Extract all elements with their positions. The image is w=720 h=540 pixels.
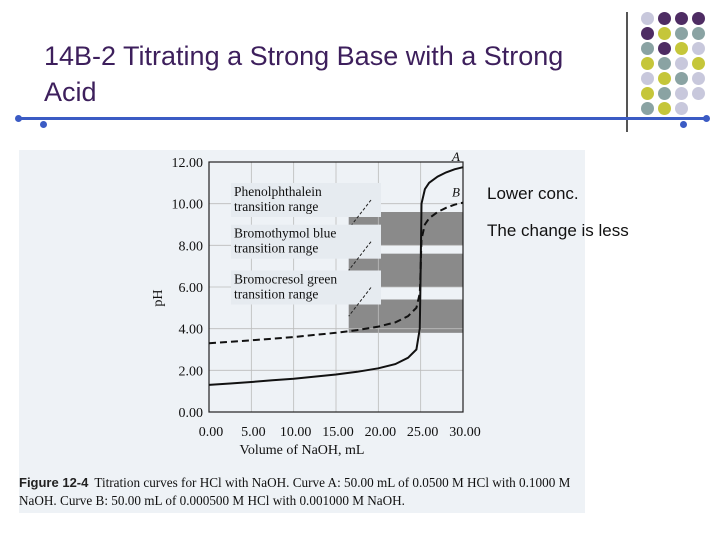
series-label-A: A [451,150,460,164]
decorative-dot [675,102,688,115]
decorative-dot [692,12,705,25]
y-tick-label: 2.00 [179,364,204,379]
decorative-dot [658,42,671,55]
decorative-dot [641,57,654,70]
y-tick-label: 12.00 [172,156,204,171]
rule-dot-right [680,121,687,128]
band-label-line: transition range [234,287,318,302]
decorative-dot [658,27,671,40]
decorative-dot [675,42,688,55]
x-axis-label: Volume of NaOH, mL [240,443,365,458]
band-label-line: transition range [234,199,318,214]
y-tick-label: 10.00 [172,198,204,213]
x-tick-label: 5.00 [241,425,266,440]
band-label-line: Phenolphthalein [234,184,322,199]
figure-caption: Figure 12-4 Titration curves for HCl with… [19,474,585,510]
caption-text: Titration curves for HCl with NaOH. Curv… [19,475,571,508]
band-pointer-line [348,241,372,271]
decorative-dot [641,102,654,115]
decorative-dot [675,12,688,25]
rule-end-dot-left [15,115,22,122]
series-label-B: B [452,185,460,200]
note-lower-conc: Lower conc. [487,184,579,203]
decorative-dot [675,57,688,70]
band-pointer-line [348,287,372,317]
band-label-line: transition range [234,241,318,256]
decorative-dot [658,87,671,100]
decorative-vertical-rule [626,12,628,132]
titration-chart: 0.00 2.00 4.00 6.00 8.00 10.00 12.00 0.00 5.00 1… [151,150,481,458]
y-tick-label: 4.00 [179,323,204,338]
x-tick-label: 15.00 [322,425,354,440]
decorative-dot [675,72,688,85]
decorative-dot [658,57,671,70]
band-pointer-line [348,199,372,229]
series-line-B [208,201,464,345]
decorative-dot [692,72,705,85]
decorative-dot [692,57,705,70]
decorative-dot [641,87,654,100]
y-tick-label: 0.00 [179,406,204,421]
note-change-less: The change is less [487,221,629,240]
decorative-dot [675,87,688,100]
decorative-dot [692,27,705,40]
rule-end-dot-right [703,115,710,122]
band-label-bg [231,183,381,217]
decorative-dot [641,12,654,25]
band-label-line: Bromocresol green [234,272,337,287]
x-tick-label: 10.00 [280,425,312,440]
decorative-dot [641,27,654,40]
plot-frame [208,161,464,413]
decorative-dot [658,12,671,25]
series-line-A [208,166,464,386]
rule-dot-left [40,121,47,128]
decorative-dot [641,72,654,85]
decorative-dot [658,102,671,115]
band-label-bg [231,270,381,305]
slide-notes: Lower conc. The change is less [487,184,629,258]
decorative-dot [692,87,705,100]
caption-label: Figure 12-4 [19,475,89,490]
title-divider-rule [18,117,706,120]
x-tick-label: 25.00 [407,425,439,440]
decorative-dot [658,72,671,85]
titration-figure: 0.00 2.00 4.00 6.00 8.00 10.00 12.00 0.00 5.00 1… [19,150,585,513]
band-label-line: Bromothymol blue [234,226,336,241]
decorative-dot [641,42,654,55]
decorative-dot [692,42,705,55]
x-tick-label: 20.00 [365,425,397,440]
y-tick-label: 8.00 [179,239,204,254]
band-label-bg [231,224,381,259]
y-axis-label: pH [151,289,166,306]
slide-title: 14B-2 Titrating a Strong Base with a Str… [44,41,564,107]
decorative-dot [675,27,688,40]
x-tick-label: 30.00 [449,425,481,440]
x-tick-label: 0.00 [199,425,224,440]
y-tick-label: 6.00 [179,281,204,296]
